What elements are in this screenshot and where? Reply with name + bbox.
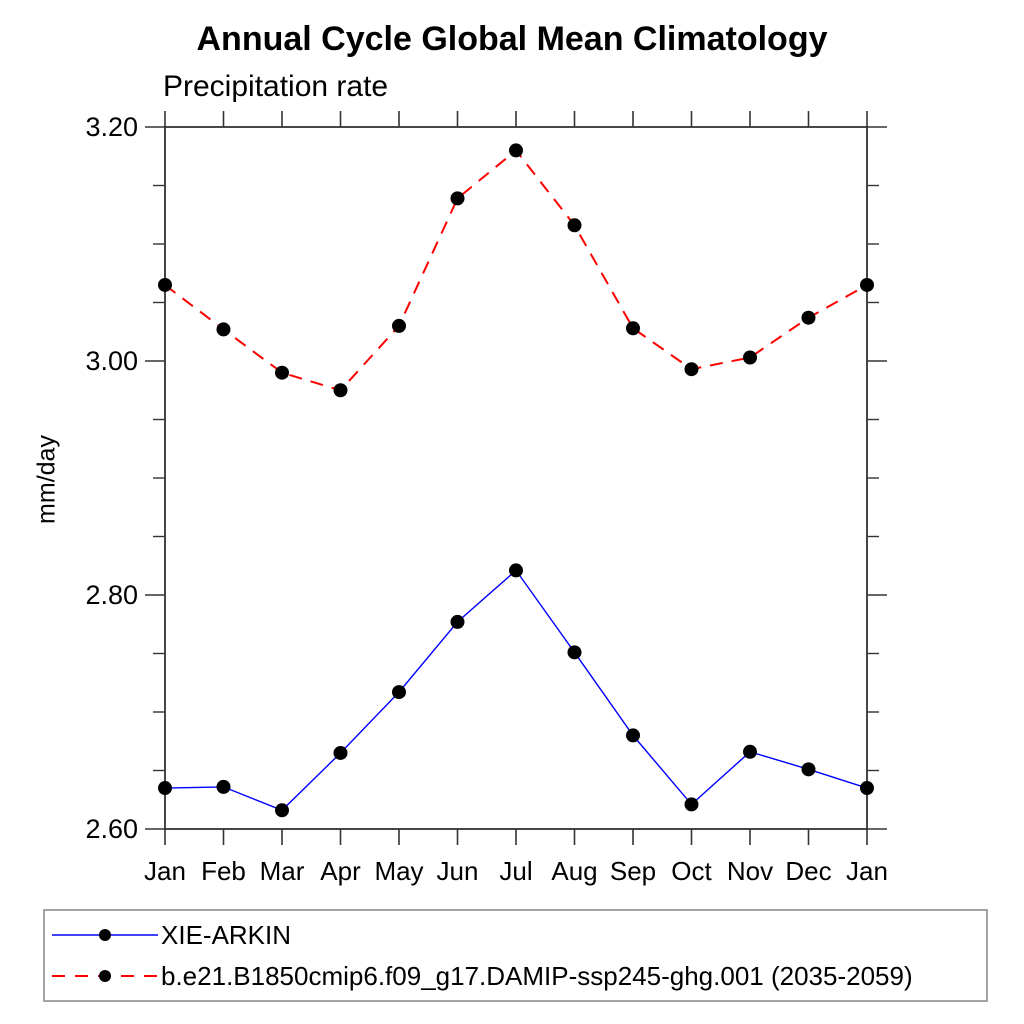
data-point-marker <box>860 277 874 292</box>
x-tick-label: May <box>374 856 423 886</box>
legend-label-model: b.e21.B1850cmip6.f09_g17.DAMIP-ssp245-gh… <box>161 961 913 991</box>
x-tick-label: Jan <box>846 856 888 886</box>
data-point-marker <box>216 322 231 337</box>
legend-marker-dot <box>99 929 111 941</box>
x-axis-ticks <box>164 111 868 845</box>
data-point-marker <box>860 781 874 796</box>
x-tick-label: Sep <box>610 856 656 886</box>
data-point-marker <box>626 321 640 336</box>
data-point-marker <box>684 362 699 377</box>
data-point-marker <box>158 781 172 796</box>
x-tick-label: Mar <box>260 856 305 886</box>
y-tick-label: 2.80 <box>85 580 138 610</box>
data-point-marker <box>567 645 582 660</box>
data-point-marker <box>333 745 348 760</box>
data-point-marker <box>801 762 816 777</box>
data-point-marker <box>509 563 523 578</box>
x-tick-label: Aug <box>551 856 597 886</box>
data-point-marker <box>392 318 406 333</box>
data-point-marker <box>158 277 172 292</box>
x-tick-label: Jun <box>437 856 479 886</box>
data-point-marker <box>450 614 465 629</box>
data-point-marker <box>216 779 231 794</box>
x-tick-label: Apr <box>320 856 361 886</box>
legend-line-sample-solid <box>52 929 158 941</box>
series-markers-1 <box>158 143 874 398</box>
y-tick-label: 3.20 <box>85 112 138 142</box>
x-tick-label: Jan <box>144 856 186 886</box>
data-point-marker <box>743 744 757 759</box>
legend-marker-dot <box>99 970 111 982</box>
x-tick-label: Nov <box>727 856 773 886</box>
series-line-0 <box>164 569 868 812</box>
legend-label-xie-arkin: XIE-ARKIN <box>161 920 292 950</box>
data-point-marker <box>450 191 465 206</box>
legend-row-xie-arkin: XIE-ARKIN <box>45 921 986 949</box>
x-tick-label: Jul <box>499 856 532 886</box>
legend-row-model: b.e21.B1850cmip6.f09_g17.DAMIP-ssp245-gh… <box>45 962 986 990</box>
x-tick-labels: Jan Feb Mar Apr May Jun Jul Aug Sep Oct Nov Dec Jan <box>144 856 888 886</box>
data-point-marker <box>392 685 406 700</box>
data-point-marker <box>801 310 816 325</box>
legend-line-sample-dashed <box>52 970 158 982</box>
y-tick-label: 3.00 <box>85 346 138 376</box>
data-point-marker <box>509 143 523 158</box>
data-point-marker <box>275 803 289 818</box>
data-point-marker <box>684 797 699 812</box>
x-tick-label: Oct <box>671 856 712 886</box>
y-tick-label: 2.60 <box>85 814 138 844</box>
data-point-marker <box>333 383 348 398</box>
chart-subtitle: Precipitation rate <box>163 70 389 103</box>
y-axis-ticks <box>145 126 887 830</box>
data-point-marker <box>626 728 640 743</box>
axes-frame <box>164 126 868 830</box>
chart-title: Annual Cycle Global Mean Climatology <box>196 20 828 58</box>
x-tick-label: Feb <box>201 856 246 886</box>
legend: XIE-ARKIN b.e21.B1850cmip6.f09_g17.DAMIP… <box>43 909 988 1002</box>
data-point-marker <box>743 350 757 365</box>
data-point-marker <box>275 365 289 380</box>
y-tick-labels: 2.60 2.80 3.00 3.20 <box>85 112 138 844</box>
data-point-marker <box>567 218 582 233</box>
x-tick-label: Dec <box>785 856 831 886</box>
series-line-1 <box>164 148 868 392</box>
series-markers-0 <box>158 563 874 818</box>
